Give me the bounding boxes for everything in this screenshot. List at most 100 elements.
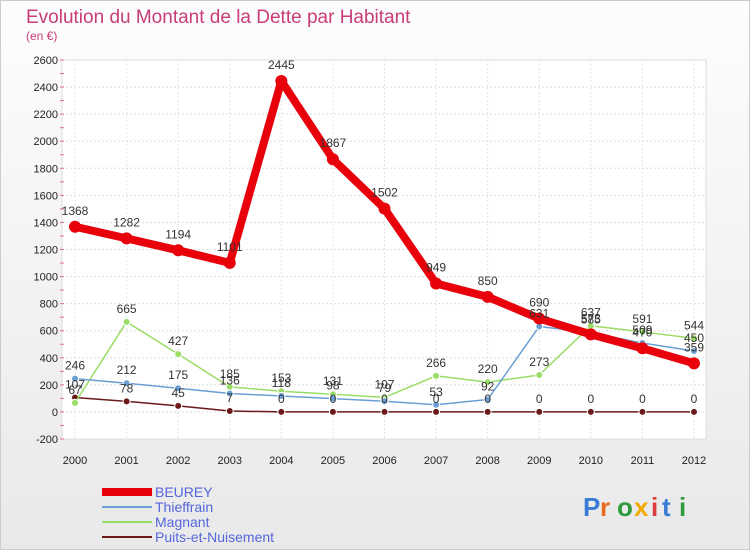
data-point (636, 342, 649, 355)
data-label: 1867 (320, 136, 347, 150)
data-label: 0 (381, 392, 388, 406)
x-tick-label: 2010 (579, 455, 603, 467)
chart-subtitle: (en €) (26, 29, 57, 43)
legend-label: Magnant (155, 514, 210, 530)
data-point (122, 397, 131, 406)
data-point (326, 153, 339, 166)
data-label: 53 (429, 385, 443, 399)
data-point (172, 244, 185, 257)
data-point (223, 256, 236, 269)
data-point (380, 397, 389, 406)
x-tick-label: 2001 (114, 455, 138, 467)
data-point (174, 350, 183, 359)
data-label: 0 (587, 392, 594, 406)
data-point (225, 406, 234, 415)
logo-letter: r (600, 492, 610, 522)
data-label: 450 (684, 331, 704, 345)
y-tick-label: 2000 (34, 136, 58, 148)
data-label: 573 (581, 311, 601, 325)
data-point (690, 347, 698, 356)
x-tick-label: 2004 (269, 455, 293, 467)
data-label: 0 (691, 392, 698, 406)
data-label: 637 (581, 306, 601, 320)
data-point (71, 374, 79, 383)
logo-letter: i (651, 492, 658, 522)
y-tick-label: 1800 (34, 163, 58, 175)
data-point (638, 407, 647, 416)
data-label: 0 (278, 392, 285, 406)
legend: BEUREYThieffrainMagnantPuits-et-Nuisemen… (102, 484, 274, 545)
data-label: 1101 (217, 240, 243, 254)
y-tick-label: 0 (52, 407, 58, 419)
data-point (483, 395, 492, 404)
data-label: 246 (65, 359, 85, 373)
data-point (122, 379, 131, 388)
data-label: 266 (426, 356, 446, 370)
data-point (122, 317, 131, 326)
data-label: 0 (433, 392, 440, 406)
x-tick-label: 2009 (527, 455, 551, 467)
data-label: 45 (171, 386, 185, 400)
data-label: 0 (330, 392, 337, 406)
data-label: 153 (271, 371, 291, 385)
data-point (277, 407, 286, 416)
data-point (328, 407, 337, 416)
x-tick-label: 2006 (372, 455, 396, 467)
data-label: 0 (536, 392, 543, 406)
data-point (225, 389, 234, 398)
data-point (69, 220, 81, 233)
data-point (432, 407, 441, 416)
data-label: 107 (65, 377, 85, 391)
data-label: 470 (632, 325, 652, 339)
data-point (690, 334, 698, 343)
data-label: 107 (374, 377, 394, 391)
data-label: 92 (481, 379, 495, 393)
data-label: 585 (581, 313, 601, 327)
data-point (638, 327, 647, 336)
data-point (277, 391, 286, 400)
y-tick-label: 1200 (34, 245, 58, 257)
data-point (533, 312, 546, 325)
y-tick-label: 2400 (34, 82, 58, 94)
data-point (120, 232, 133, 245)
data-label: 220 (478, 362, 498, 376)
data-label: 359 (684, 340, 704, 354)
y-tick-label: 200 (40, 380, 58, 392)
x-tick-label: 2003 (218, 455, 242, 467)
x-tick-label: 2002 (166, 455, 190, 467)
data-point (483, 407, 492, 416)
data-label: 631 (529, 307, 549, 321)
data-point (328, 394, 337, 403)
x-tick-label: 2000 (63, 455, 87, 467)
data-label: 949 (426, 260, 446, 274)
data-point (174, 384, 183, 393)
data-point (432, 371, 441, 380)
y-tick-label: 2200 (34, 109, 58, 121)
x-tick-label: 2007 (424, 455, 448, 467)
data-point (380, 407, 389, 416)
data-label: 118 (272, 376, 291, 390)
data-point (432, 400, 441, 409)
chart-title: Evolution du Montant de la Dette par Hab… (26, 7, 411, 28)
logo-letter: o (617, 492, 633, 522)
data-point (174, 401, 183, 410)
data-label: 1194 (165, 227, 191, 241)
data-label: 136 (220, 374, 240, 388)
data-point (481, 290, 494, 303)
data-point (584, 328, 597, 341)
logo-letter: x (634, 492, 649, 522)
y-tick-label: 2600 (34, 55, 58, 67)
data-label: 185 (220, 367, 240, 381)
data-label: 544 (684, 318, 704, 332)
data-point (690, 407, 698, 416)
legend-label: BEUREY (155, 484, 213, 500)
y-tick-label: 1000 (34, 272, 58, 284)
y-tick-label: 800 (40, 299, 58, 311)
logo-letter: t (662, 492, 671, 522)
data-point (483, 378, 492, 387)
data-point (71, 398, 79, 407)
data-label: 79 (378, 381, 392, 395)
data-point (430, 277, 443, 290)
